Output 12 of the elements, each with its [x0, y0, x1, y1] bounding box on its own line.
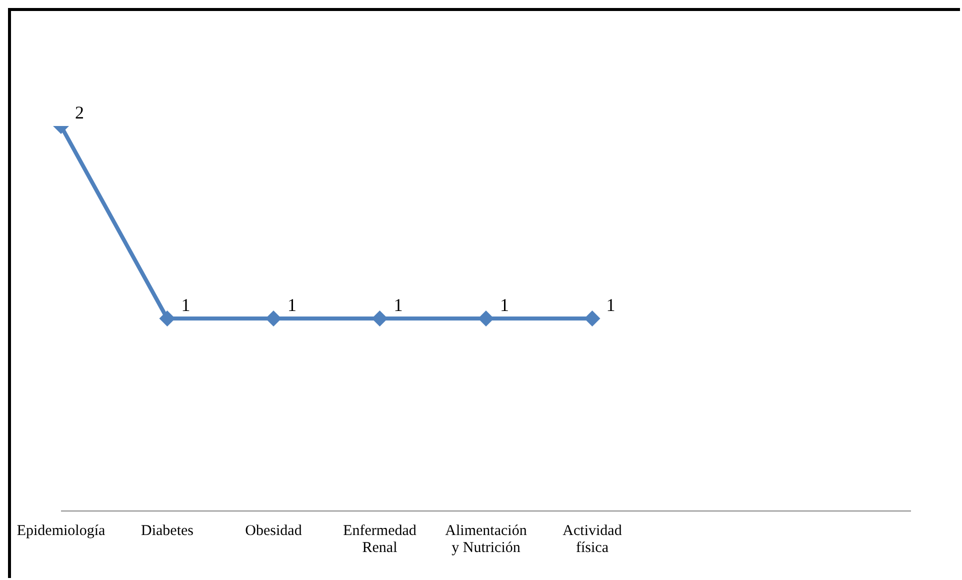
- x-tick-label: Enfermedad Renal: [343, 523, 417, 556]
- data-label: 1: [288, 294, 296, 315]
- data-label: 1: [394, 294, 403, 315]
- x-tick-label: Diabetes: [141, 523, 194, 539]
- x-tick-label: Epidemiología: [16, 523, 106, 539]
- data-label: 1: [181, 294, 190, 315]
- data-label: 2: [75, 102, 84, 122]
- x-tick-label: Obesidad: [245, 523, 302, 539]
- x-tick-label: Actividad física: [562, 523, 622, 556]
- data-label: 1: [606, 294, 616, 315]
- x-tick-label: Alimentación y Nutrición: [445, 523, 528, 556]
- data-label: 1: [500, 294, 509, 315]
